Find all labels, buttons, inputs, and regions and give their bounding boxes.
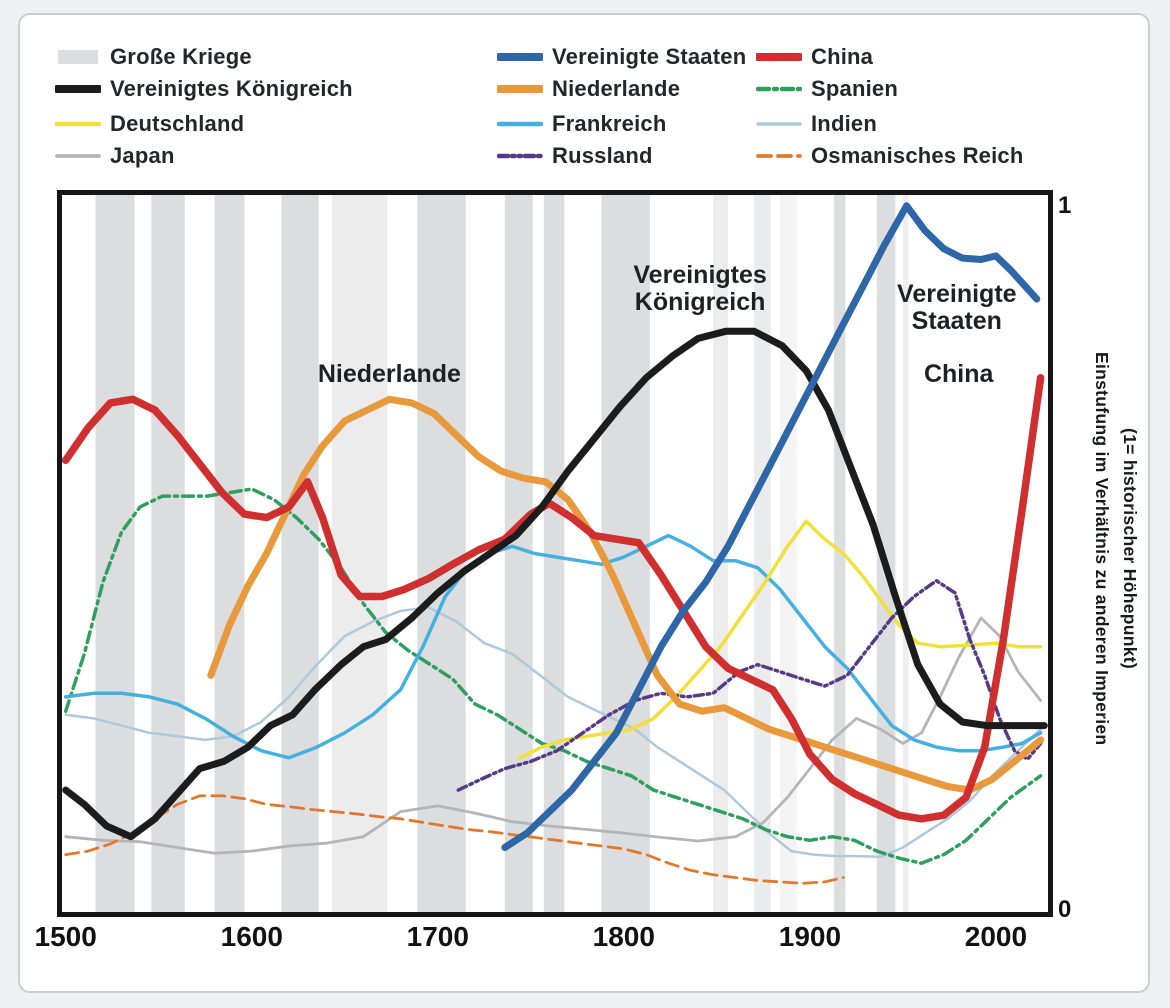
war-band <box>876 195 896 912</box>
legend-item-niederlande: Niederlande <box>497 76 680 102</box>
x-axis: 1500 1600 1700 1800 1900 2000 <box>35 921 1048 961</box>
series-line-osmanisch <box>64 794 845 885</box>
legend-swatch-japan-icon <box>55 154 101 158</box>
legend-label-china: China <box>811 44 874 69</box>
legend-item-indien: Indien <box>756 111 877 137</box>
annotation-vereinigtes-königreich: Vereinigtes Königreich <box>633 261 766 316</box>
series-line-russland <box>456 578 1043 792</box>
legend-label-osmanisch: Osmanisches Reich <box>811 143 1024 168</box>
series-line-deutschland <box>517 519 1043 760</box>
legend-label-japan: Japan <box>110 143 175 168</box>
legend-swatch-deutschland-icon <box>55 121 101 127</box>
legend-swatch-osmanisch-icon <box>756 154 802 158</box>
series-line-indien <box>64 606 1042 859</box>
legend-swatch-russland-icon <box>497 153 543 159</box>
x-axis-tick-1900: 1900 <box>778 921 842 952</box>
legend-swatch-niederlande-icon <box>497 85 543 93</box>
series-line-frankreich <box>63 533 1043 760</box>
legend-swatch-china-icon <box>756 53 802 61</box>
series-line-usa <box>501 202 1041 851</box>
legend-label-niederlande: Niederlande <box>552 76 681 101</box>
plot-area: Niederlande Vereinigtes Königreich Vereinig… <box>57 190 1053 917</box>
legend-label-uk: Vereinigtes Königreich <box>110 76 353 101</box>
war-band <box>834 195 846 912</box>
legend-item-russland: Russland <box>497 143 653 169</box>
legend-swatch-frankreich-icon <box>497 121 543 127</box>
legend-label-spanien: Spanien <box>811 76 898 101</box>
legend-label-russland: Russland <box>552 143 653 168</box>
war-band <box>331 195 388 912</box>
legend-swatch-kriege-icon <box>58 50 98 64</box>
empires-influence-chart: Niederlande Vereinigtes Königreich Vereinig… <box>62 195 1048 912</box>
legend: Große Kriege Vereinigtes Königreich Deutsc… <box>0 0 1170 190</box>
war-band <box>504 195 533 912</box>
legend-item-kriege: Große Kriege <box>55 44 252 70</box>
annotation-china: China <box>924 360 995 388</box>
legend-swatch-uk-icon <box>55 85 101 93</box>
legend-item-usa: Vereinigte Staaten <box>497 44 746 70</box>
y-axis-label-line1: Einstufung im Verhältnis zu anderen Impe… <box>1092 351 1112 746</box>
series-line-niederlande <box>207 395 1045 794</box>
y-axis-tick-max: 1 <box>1058 192 1072 219</box>
legend-swatch-spanien-icon <box>756 86 802 92</box>
legend-item-frankreich: Frankreich <box>497 111 667 137</box>
annotation-niederlande: Niederlande <box>318 360 461 388</box>
series-line-japan <box>64 616 1042 855</box>
legend-swatch-usa-icon <box>497 53 543 61</box>
x-axis-tick-1600: 1600 <box>220 921 283 952</box>
x-axis-tick-1800: 1800 <box>592 921 655 952</box>
legend-item-japan: Japan <box>55 143 175 169</box>
legend-item-china: China <box>756 44 873 70</box>
war-band <box>281 195 319 912</box>
war-band <box>902 195 909 912</box>
y-axis-label: Einstufung im Verhältnis zu anderen Impe… <box>1088 190 1150 907</box>
legend-swatch-indien-icon <box>756 122 802 126</box>
war-band <box>543 195 565 912</box>
series-line-uk <box>62 327 1048 841</box>
legend-label-indien: Indien <box>811 111 877 136</box>
war-band <box>214 195 245 912</box>
x-axis-tick-1700: 1700 <box>406 921 469 952</box>
series-line-spanien <box>63 487 1043 865</box>
legend-label-usa: Vereinigte Staaten <box>552 44 747 69</box>
war-band <box>754 195 771 912</box>
war-band <box>417 195 466 912</box>
series-line-china <box>62 374 1045 823</box>
legend-item-osmanisch: Osmanisches Reich <box>756 143 1024 169</box>
legend-item-spanien: Spanien <box>756 76 898 102</box>
legend-label-frankreich: Frankreich <box>552 111 667 136</box>
legend-label-deutschland: Deutschland <box>110 111 245 136</box>
y-axis-tick-min: 0 <box>1058 896 1072 923</box>
x-axis-tick-2000: 2000 <box>964 921 1028 952</box>
legend-item-uk: Vereinigtes Königreich <box>55 76 353 102</box>
y-axis-label-line2: (1= historischer Höhepunkt) <box>1120 428 1140 669</box>
legend-item-deutschland: Deutschland <box>55 111 244 137</box>
x-axis-tick-1500: 1500 <box>34 921 97 952</box>
legend-label-kriege: Große Kriege <box>110 44 252 69</box>
annotation-vereinigte-staaten: Vereinigte Staaten <box>897 280 1017 335</box>
war-band <box>95 195 135 912</box>
